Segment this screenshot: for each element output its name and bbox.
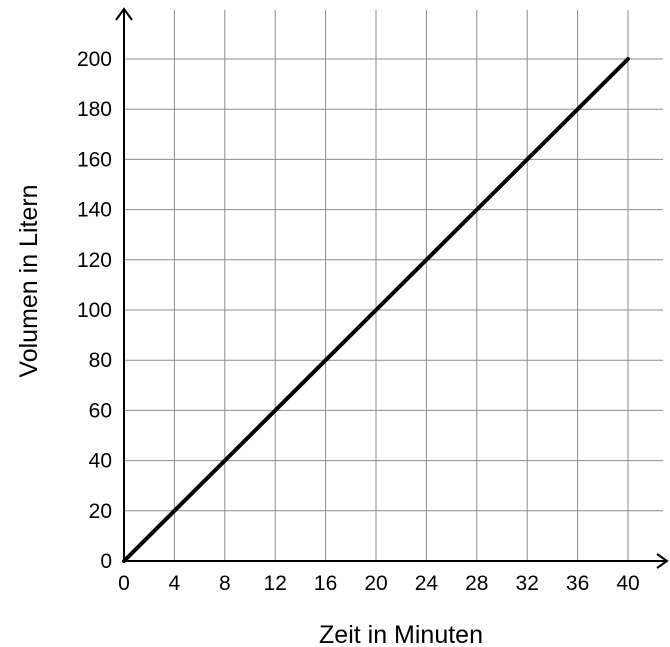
x-tick-label: 0 bbox=[118, 572, 130, 595]
grid bbox=[124, 10, 663, 561]
x-tick-label: 32 bbox=[516, 572, 539, 595]
x-tick-label: 40 bbox=[616, 572, 639, 595]
y-tick-label: 180 bbox=[77, 98, 112, 121]
x-tick-label: 8 bbox=[219, 572, 231, 595]
x-tick-label: 36 bbox=[566, 572, 589, 595]
y-axis-title: Volumen in Litern bbox=[15, 184, 43, 377]
y-tick-label: 140 bbox=[77, 199, 112, 222]
x-tick-label: 16 bbox=[314, 572, 337, 595]
x-tick-label: 20 bbox=[364, 572, 387, 595]
x-tick-label: 28 bbox=[465, 572, 488, 595]
tick-labels: 0 4 8 12 16 20 24 28 32 36 40 0 20 40 60 80 100 120 140 160… bbox=[77, 48, 640, 595]
series-layer bbox=[122, 57, 630, 563]
y-axis-arrow-icon bbox=[115, 7, 133, 21]
x-axis-title: Zeit in Minuten bbox=[319, 621, 483, 647]
axes bbox=[115, 7, 669, 569]
y-tick-label: 160 bbox=[77, 148, 112, 171]
x-tick-label: 12 bbox=[264, 572, 287, 595]
y-tick-label: 40 bbox=[89, 450, 112, 473]
y-tick-label: 20 bbox=[89, 500, 112, 523]
y-tick-label: 60 bbox=[89, 399, 112, 422]
y-tick-label: 120 bbox=[77, 249, 112, 272]
y-tick-label: 200 bbox=[77, 48, 112, 71]
series-line bbox=[122, 57, 630, 563]
x-tick-label: 4 bbox=[169, 572, 181, 595]
y-tick-label: 0 bbox=[100, 550, 112, 573]
x-tick-label: 24 bbox=[415, 572, 439, 595]
y-tick-label: 100 bbox=[77, 299, 112, 322]
y-tick-label: 80 bbox=[89, 349, 112, 372]
x-axis-arrow-icon bbox=[656, 553, 669, 569]
